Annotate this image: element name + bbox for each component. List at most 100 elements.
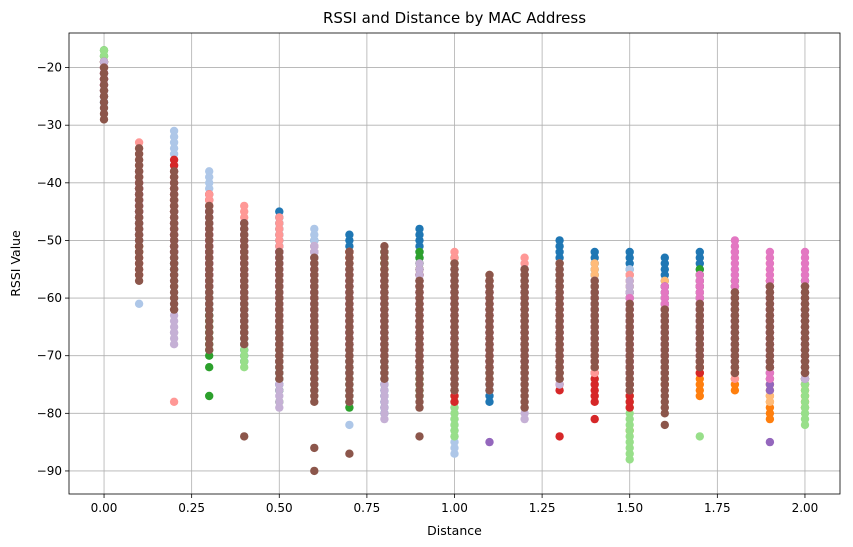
- data-point: [415, 322, 424, 332]
- data-point: [520, 322, 529, 332]
- data-point: [450, 247, 459, 257]
- data-point: [485, 351, 494, 360]
- data-point: [99, 46, 109, 55]
- data-point: [730, 293, 740, 303]
- data-point: [730, 357, 740, 366]
- data-point: [660, 265, 669, 274]
- data-point: [450, 334, 459, 343]
- data-point: [695, 357, 704, 366]
- data-point: [310, 374, 319, 383]
- data-point: [695, 432, 704, 441]
- data-point: [345, 449, 354, 458]
- data-point: [625, 397, 634, 406]
- y-axis-label: RSSI Value: [8, 230, 23, 297]
- data-point: [205, 322, 214, 332]
- data-point: [520, 293, 529, 303]
- data-point: [310, 305, 319, 314]
- data-point: [555, 322, 564, 332]
- data-point: [625, 270, 634, 280]
- data-point: [660, 397, 669, 406]
- data-point: [695, 276, 704, 285]
- data-point: [99, 98, 109, 107]
- data-point: [310, 386, 319, 395]
- data-point: [240, 219, 249, 228]
- data-point: [380, 414, 389, 424]
- data-point: [800, 293, 810, 303]
- data-point: [800, 305, 810, 314]
- data-point: [520, 288, 529, 297]
- data-point: [660, 351, 669, 360]
- data-point: [800, 340, 810, 349]
- data-point: [415, 247, 424, 257]
- data-point: [555, 305, 564, 314]
- data-point: [380, 311, 389, 320]
- data-point: [765, 293, 775, 303]
- data-point: [415, 432, 424, 441]
- data-point: [450, 293, 459, 303]
- data-point: [240, 432, 249, 441]
- data-point: [169, 276, 179, 285]
- data-point: [345, 386, 354, 395]
- x-tick-label: 1.50: [616, 501, 643, 515]
- data-point: [415, 288, 424, 297]
- data-point: [730, 242, 740, 251]
- data-point: [450, 432, 459, 441]
- data-point: [169, 311, 179, 320]
- data-point: [555, 357, 564, 366]
- data-point: [240, 265, 249, 274]
- data-point: [555, 242, 564, 251]
- data-point: [660, 386, 669, 395]
- data-point: [625, 247, 634, 257]
- data-point: [345, 311, 354, 320]
- data-point: [134, 138, 144, 147]
- data-point: [800, 403, 810, 412]
- data-point: [99, 92, 109, 101]
- x-tick-label: 0.50: [266, 501, 293, 515]
- data-point: [765, 288, 775, 297]
- data-point: [765, 340, 775, 349]
- data-point: [415, 386, 424, 395]
- data-point: [169, 155, 179, 164]
- data-point: [380, 374, 389, 383]
- data-point: [730, 368, 740, 378]
- data-point: [800, 259, 810, 268]
- data-point: [205, 305, 214, 314]
- data-point: [310, 259, 319, 268]
- data-point: [205, 265, 214, 274]
- data-point: [555, 432, 564, 441]
- data-point: [520, 276, 529, 285]
- data-point: [800, 414, 810, 424]
- data-point: [415, 276, 424, 285]
- x-tick-label: 1.00: [441, 501, 468, 515]
- data-point: [450, 259, 459, 268]
- data-point: [205, 259, 214, 268]
- data-point: [485, 322, 494, 332]
- data-point: [205, 363, 214, 372]
- data-point: [275, 242, 284, 251]
- data-point: [134, 213, 144, 222]
- data-point: [555, 368, 564, 378]
- y-tick-label: −50: [37, 233, 62, 247]
- data-point: [730, 259, 740, 268]
- data-point: [520, 340, 529, 349]
- data-point: [310, 224, 319, 234]
- x-axis-label: Distance: [427, 523, 482, 538]
- data-point: [169, 265, 179, 274]
- data-point: [134, 201, 144, 211]
- data-point: [415, 242, 424, 251]
- data-point: [765, 351, 775, 360]
- data-point: [240, 351, 249, 360]
- data-point: [520, 265, 529, 274]
- data-point: [240, 340, 249, 349]
- y-tick-label: −40: [37, 176, 62, 190]
- data-point: [555, 265, 564, 274]
- data-point: [134, 155, 144, 164]
- data-point: [205, 230, 214, 239]
- data-point: [275, 213, 284, 222]
- data-point: [695, 270, 704, 280]
- data-point: [205, 288, 214, 297]
- data-point: [765, 368, 775, 378]
- data-point: [310, 466, 319, 476]
- data-point: [660, 322, 669, 332]
- data-point: [730, 276, 740, 285]
